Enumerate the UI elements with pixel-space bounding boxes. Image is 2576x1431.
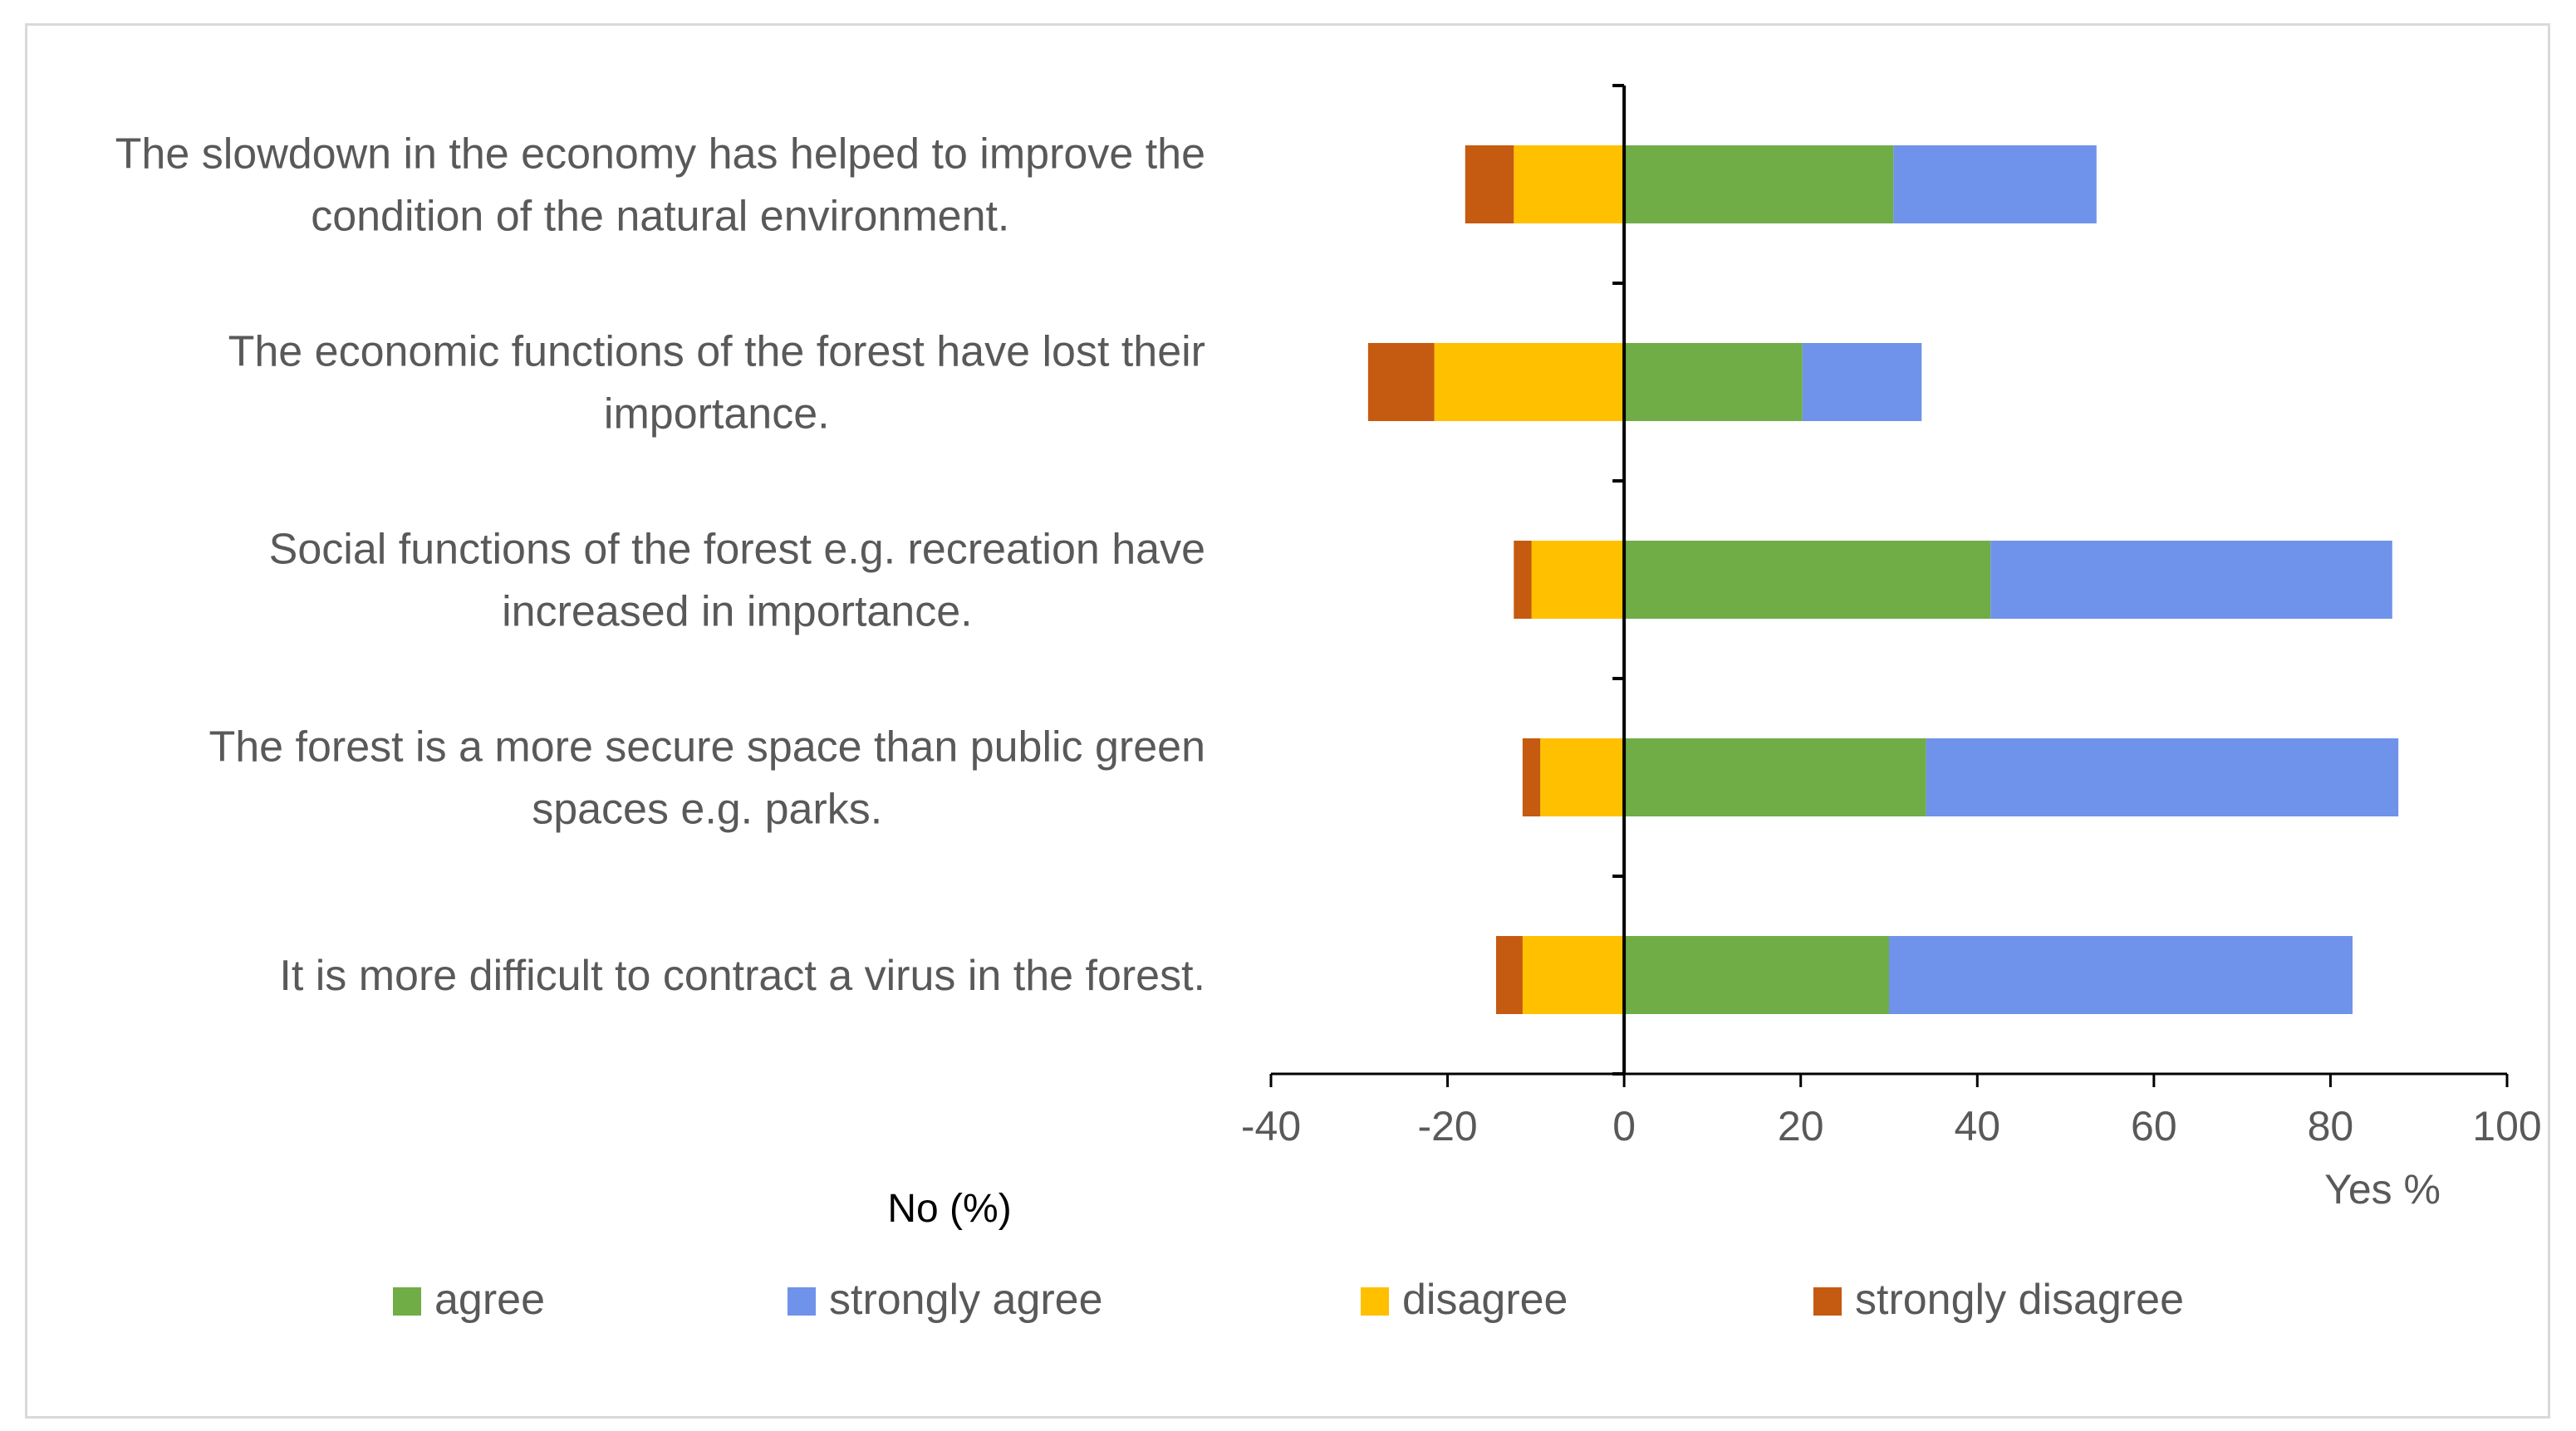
category-label-4: It is more difficult to contract a virus… <box>279 952 1205 1000</box>
category-label-line: importance. <box>604 390 830 439</box>
legend-label: strongly disagree <box>1855 1276 2184 1324</box>
x-tick-label: 0 <box>1612 1103 1636 1149</box>
legend-label: disagree <box>1402 1276 1568 1324</box>
category-labels: The slowdown in the economy has helped t… <box>115 130 1205 1001</box>
bar-strongly-agree-1 <box>1802 343 1922 421</box>
bar-strongly-agree-2 <box>1990 541 2392 619</box>
x-tick-label: 80 <box>2308 1103 2354 1149</box>
legend-label: strongly agree <box>829 1276 1103 1324</box>
x-axis-title-yes: Yes % <box>2324 1166 2441 1213</box>
category-label-1: The economic functions of the forest hav… <box>228 328 1205 439</box>
legend-label: agree <box>434 1276 545 1324</box>
bar-agree-4 <box>1624 936 1889 1014</box>
x-tick-label: 60 <box>2131 1103 2177 1149</box>
x-tick-label: 20 <box>1778 1103 1824 1149</box>
axes-layer <box>1269 84 2509 1087</box>
bar-disagree-0 <box>1514 145 1625 223</box>
bar-strongly-agree-4 <box>1889 936 2353 1014</box>
bar-agree-3 <box>1624 738 1926 816</box>
x-tick-label: 100 <box>2472 1103 2541 1149</box>
category-label-line: condition of the natural environment. <box>311 193 1009 241</box>
legend-item-agree: agree <box>393 1276 545 1324</box>
bar-disagree-3 <box>1540 738 1625 816</box>
chart-frame: The slowdown in the economy has helped t… <box>25 23 2550 1419</box>
category-label-0: The slowdown in the economy has helped t… <box>115 130 1205 241</box>
category-label-line: increased in importance. <box>502 588 973 636</box>
tick-labels: -40 -20 0 20 40 60 80 100 <box>1241 1103 2542 1149</box>
bar-strongly-agree-3 <box>1926 738 2399 816</box>
bar-strongly-disagree-1 <box>1367 343 1435 421</box>
legend-item-disagree: disagree <box>1361 1276 1568 1324</box>
x-axis-title-no: No (%) <box>887 1187 1011 1231</box>
legend-swatch <box>393 1287 421 1316</box>
bar-strongly-disagree-3 <box>1522 738 1541 816</box>
legend-item-strongly-agree: strongly agree <box>788 1276 1103 1324</box>
bar-strongly-disagree-0 <box>1465 145 1514 223</box>
category-label-line: The forest is a more secure space than p… <box>209 723 1205 772</box>
bars-layer <box>1367 145 2399 1014</box>
diverging-bar-chart: The slowdown in the economy has helped t… <box>115 84 2542 1324</box>
category-label-2: Social functions of the forest e.g. recr… <box>269 526 1205 636</box>
bar-disagree-1 <box>1434 343 1625 421</box>
x-tick-label: -20 <box>1417 1103 1477 1149</box>
legend: agree strongly agree disagree strongly disa… <box>393 1276 2184 1324</box>
bar-agree-0 <box>1624 145 1894 223</box>
legend-swatch <box>1361 1287 1389 1316</box>
category-label-line: spaces e.g. parks. <box>532 786 882 834</box>
bar-agree-1 <box>1624 343 1803 421</box>
category-label-line: Social functions of the forest e.g. recr… <box>269 526 1205 574</box>
category-label-line: The slowdown in the economy has helped t… <box>115 130 1205 179</box>
category-label-3: The forest is a more secure space than p… <box>209 723 1205 834</box>
bar-strongly-agree-0 <box>1893 145 2097 223</box>
legend-swatch <box>788 1287 816 1316</box>
bar-strongly-disagree-2 <box>1514 541 1532 619</box>
bar-strongly-disagree-4 <box>1496 936 1523 1014</box>
legend-swatch <box>1813 1287 1842 1316</box>
x-tick-label: -40 <box>1241 1103 1301 1149</box>
category-label-line: The economic functions of the forest hav… <box>228 328 1205 376</box>
bar-disagree-2 <box>1531 541 1625 619</box>
bar-disagree-4 <box>1522 936 1625 1014</box>
x-tick-label: 40 <box>1954 1103 2000 1149</box>
bar-agree-2 <box>1624 541 1991 619</box>
category-label-line: It is more difficult to contract a virus… <box>279 952 1205 1000</box>
legend-item-strongly-disagree: strongly disagree <box>1813 1276 2184 1324</box>
